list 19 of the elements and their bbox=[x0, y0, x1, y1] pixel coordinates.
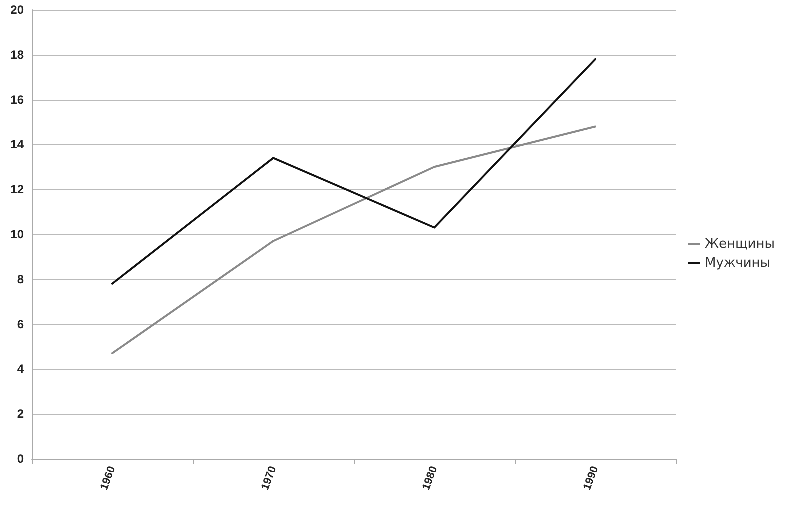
line-series bbox=[112, 58, 596, 285]
x-tick-label: 1960 bbox=[98, 464, 118, 492]
y-tick-label: 6 bbox=[17, 317, 24, 332]
y-tick-label: 16 bbox=[10, 92, 24, 107]
y-tick-label: 0 bbox=[17, 452, 24, 466]
x-tick-label: 1970 bbox=[259, 464, 280, 492]
x-tick-label: 1980 bbox=[420, 464, 440, 492]
x-tick-label: 1990 bbox=[581, 464, 602, 492]
y-tick-label: 8 bbox=[17, 272, 24, 286]
y-tick-label: 20 bbox=[10, 3, 24, 17]
legend-label: Женщины bbox=[705, 237, 776, 252]
y-tick-label: 14 bbox=[10, 138, 24, 152]
y-tick-label: 2 bbox=[17, 407, 24, 422]
legend-label: Мужчины bbox=[705, 256, 771, 271]
y-tick-label: 18 bbox=[10, 48, 24, 62]
y-tick-label: 12 bbox=[10, 182, 24, 197]
y-tick-label: 4 bbox=[17, 362, 24, 376]
line-series bbox=[112, 126, 596, 354]
y-tick-label: 10 bbox=[10, 228, 24, 242]
